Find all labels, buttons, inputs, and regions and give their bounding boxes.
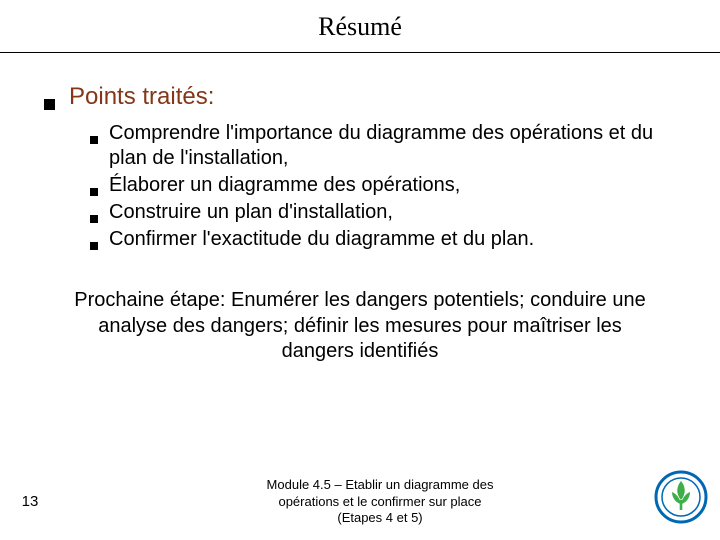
list-item: Comprendre l'importance du diagramme des… xyxy=(90,121,676,171)
sub-bullet-list: Comprendre l'importance du diagramme des… xyxy=(44,121,676,252)
fao-logo-icon xyxy=(654,470,708,524)
footer-module-text: Module 4.5 – Etablir un diagramme des op… xyxy=(60,477,720,526)
main-bullet: Points traités: xyxy=(44,83,676,111)
content-area: Points traités: Comprendre l'importance … xyxy=(0,53,720,365)
next-step-text: Prochaine étape: Enumérer les dangers po… xyxy=(44,288,676,365)
slide-title: Résumé xyxy=(0,12,720,42)
square-bullet-icon xyxy=(90,215,98,223)
footer-line: Module 4.5 – Etablir un diagramme des xyxy=(267,477,494,492)
bullet-text: Construire un plan d'installation, xyxy=(109,200,393,225)
page-number: 13 xyxy=(0,493,60,510)
list-item: Construire un plan d'installation, xyxy=(90,200,676,225)
title-bar: Résumé xyxy=(0,0,720,53)
square-bullet-icon xyxy=(90,188,98,196)
bullet-text: Comprendre l'importance du diagramme des… xyxy=(109,121,676,171)
square-bullet-icon xyxy=(44,99,55,110)
list-item: Élaborer un diagramme des opérations, xyxy=(90,173,676,198)
square-bullet-icon xyxy=(90,136,98,144)
square-bullet-icon xyxy=(90,242,98,250)
list-item: Confirmer l'exactitude du diagramme et d… xyxy=(90,227,676,252)
bullet-text: Élaborer un diagramme des opérations, xyxy=(109,173,460,198)
main-heading-text: Points traités: xyxy=(69,83,214,111)
bullet-text: Confirmer l'exactitude du diagramme et d… xyxy=(109,227,534,252)
footer-line: (Etapes 4 et 5) xyxy=(337,510,422,525)
footer-line: opérations et le confirmer sur place xyxy=(278,494,481,509)
footer: 13 Module 4.5 – Etablir un diagramme des… xyxy=(0,477,720,526)
